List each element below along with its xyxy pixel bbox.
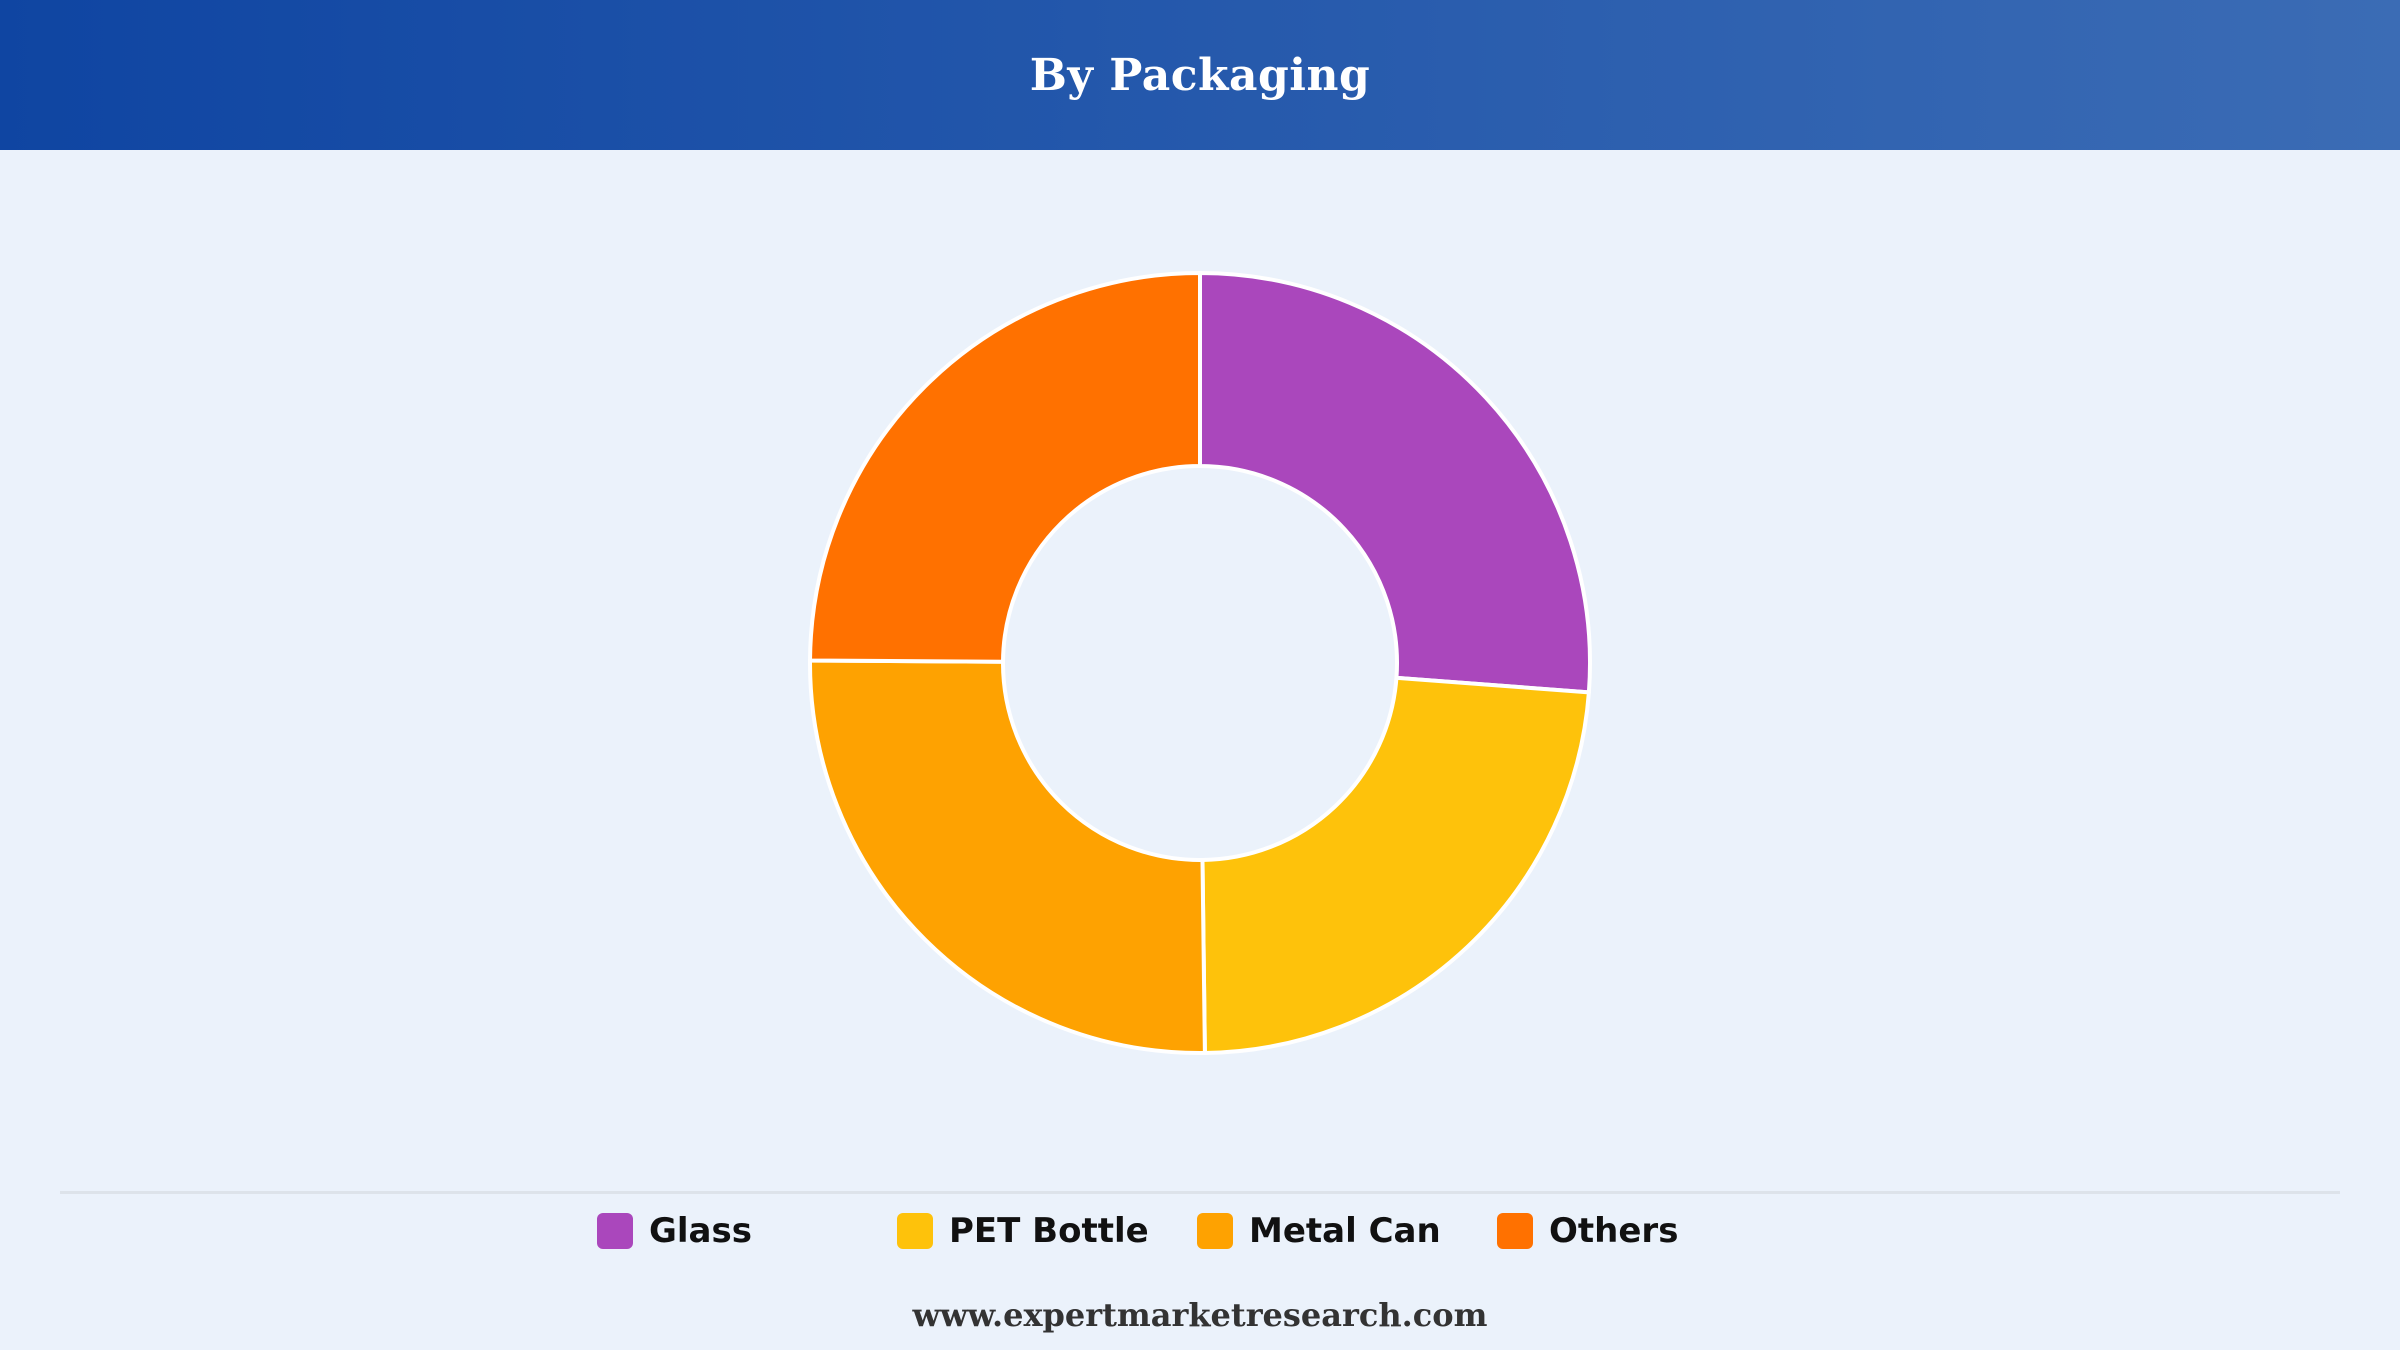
chart-area [0,150,2400,1190]
chart-title: By Packaging [1029,49,1371,101]
slice-glass[interactable] [1198,271,1592,695]
legend-label-pet-bottle: PET Bottle [949,1211,1149,1251]
legend-divider [60,1191,2340,1194]
legend-swatch-metal-can [1197,1213,1233,1249]
legend-item-metal-can[interactable]: Metal Can [1197,1211,1497,1251]
legend-label-metal-can: Metal Can [1249,1211,1441,1251]
slice-others[interactable] [808,271,1202,664]
chart-legend: Glass PET Bottle Metal Can Others [597,1207,1678,1255]
legend-item-pet-bottle[interactable]: PET Bottle [897,1211,1197,1251]
legend-item-others[interactable]: Others [1497,1211,1678,1251]
slice-pet-bottle[interactable] [1200,675,1591,1055]
header-banner: By Packaging [0,0,2400,150]
legend-item-glass[interactable]: Glass [597,1211,897,1251]
legend-swatch-others [1497,1213,1533,1249]
legend-swatch-glass [597,1213,633,1249]
donut-chart [808,271,1592,1055]
legend-swatch-pet-bottle [897,1213,933,1249]
legend-label-glass: Glass [649,1211,752,1251]
legend-label-others: Others [1549,1211,1679,1251]
slice-metal-can[interactable] [808,658,1207,1055]
source-url: www.expertmarketresearch.com [912,1296,1488,1334]
